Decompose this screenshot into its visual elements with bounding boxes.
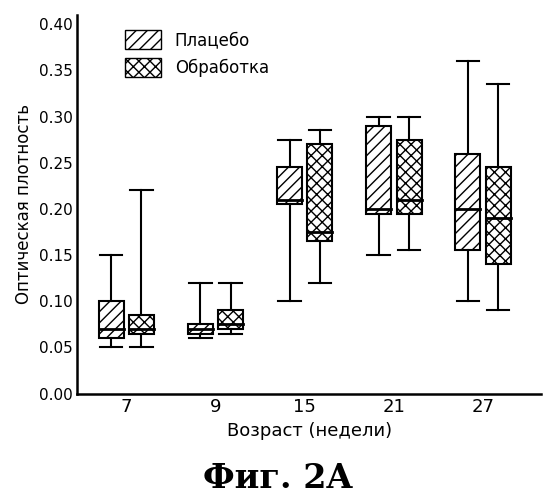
Bar xyxy=(486,168,510,264)
Legend: Плацебо, Обработка: Плацебо, Обработка xyxy=(118,24,276,84)
Bar xyxy=(129,315,154,334)
Text: Фиг. 2A: Фиг. 2A xyxy=(203,462,353,495)
Bar xyxy=(455,154,480,250)
Y-axis label: Оптическая плотность: Оптическая плотность xyxy=(15,104,33,304)
Bar xyxy=(218,310,243,329)
X-axis label: Возраст (недели): Возраст (недели) xyxy=(227,422,392,440)
Bar xyxy=(307,144,332,241)
Bar xyxy=(396,140,421,214)
Bar xyxy=(277,168,302,204)
Bar xyxy=(188,324,213,334)
Bar xyxy=(99,301,123,338)
Bar xyxy=(366,126,391,214)
